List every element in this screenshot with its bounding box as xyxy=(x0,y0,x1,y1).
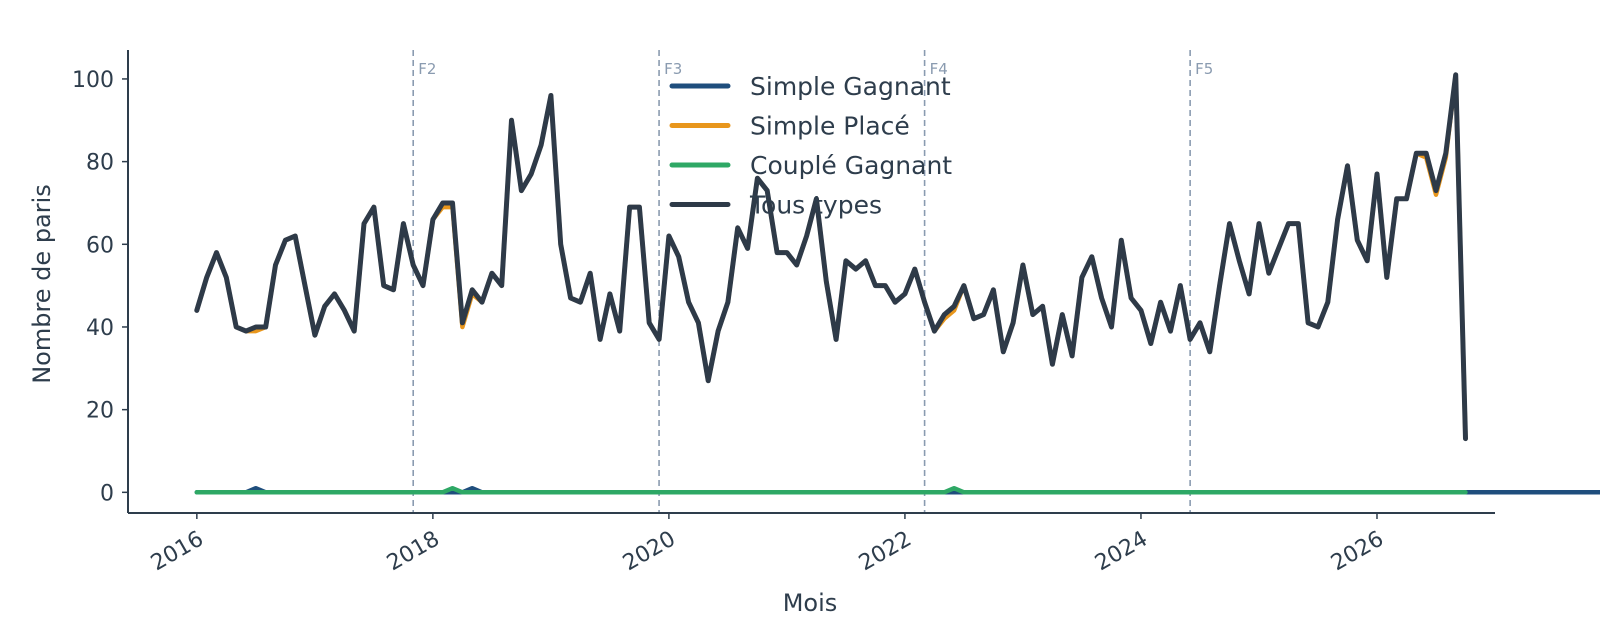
x-tick-label: 2024 xyxy=(1091,527,1152,577)
phase-label-f4: F4 xyxy=(930,60,948,78)
phase-label-f3: F3 xyxy=(664,60,682,78)
series-line-tous-types xyxy=(194,72,1468,442)
x-axis-title: Mois xyxy=(783,589,838,617)
legend: Simple Gagnant Simple Placé Couplé Gagnant… xyxy=(669,72,952,220)
legend-label: Couplé Gagnant xyxy=(750,151,952,180)
y-tick-label: 40 xyxy=(86,316,114,341)
y-tick-label: 80 xyxy=(86,151,114,176)
legend-label: Simple Gagnant xyxy=(750,72,951,101)
phase-label-f5: F5 xyxy=(1195,60,1213,78)
series-lines xyxy=(194,72,1600,495)
phase-label-f2: F2 xyxy=(418,60,436,78)
x-tick-label: 2016 xyxy=(147,527,208,577)
y-tick-label: 100 xyxy=(72,68,114,93)
legend-label: Simple Placé xyxy=(750,112,910,141)
x-tick-label: 2020 xyxy=(619,527,680,577)
x-tick-label: 2026 xyxy=(1327,527,1388,577)
phase-markers: F2 F3 F4 F5 xyxy=(412,50,1213,513)
y-axis-title: Nombre de paris xyxy=(28,184,56,384)
series-line-couple-gagnant xyxy=(194,485,1468,495)
y-ticks: 0 20 40 60 80 100 xyxy=(72,68,128,506)
legend-label: Tous types xyxy=(749,191,882,220)
x-ticks: 2016 2018 2020 2022 2024 2026 xyxy=(147,513,1388,576)
x-tick-label: 2022 xyxy=(855,527,916,577)
y-tick-label: 0 xyxy=(100,481,114,506)
y-tick-label: 20 xyxy=(86,399,114,424)
axes xyxy=(127,50,1495,514)
y-tick-label: 60 xyxy=(86,233,114,258)
x-tick-label: 2018 xyxy=(383,527,444,577)
